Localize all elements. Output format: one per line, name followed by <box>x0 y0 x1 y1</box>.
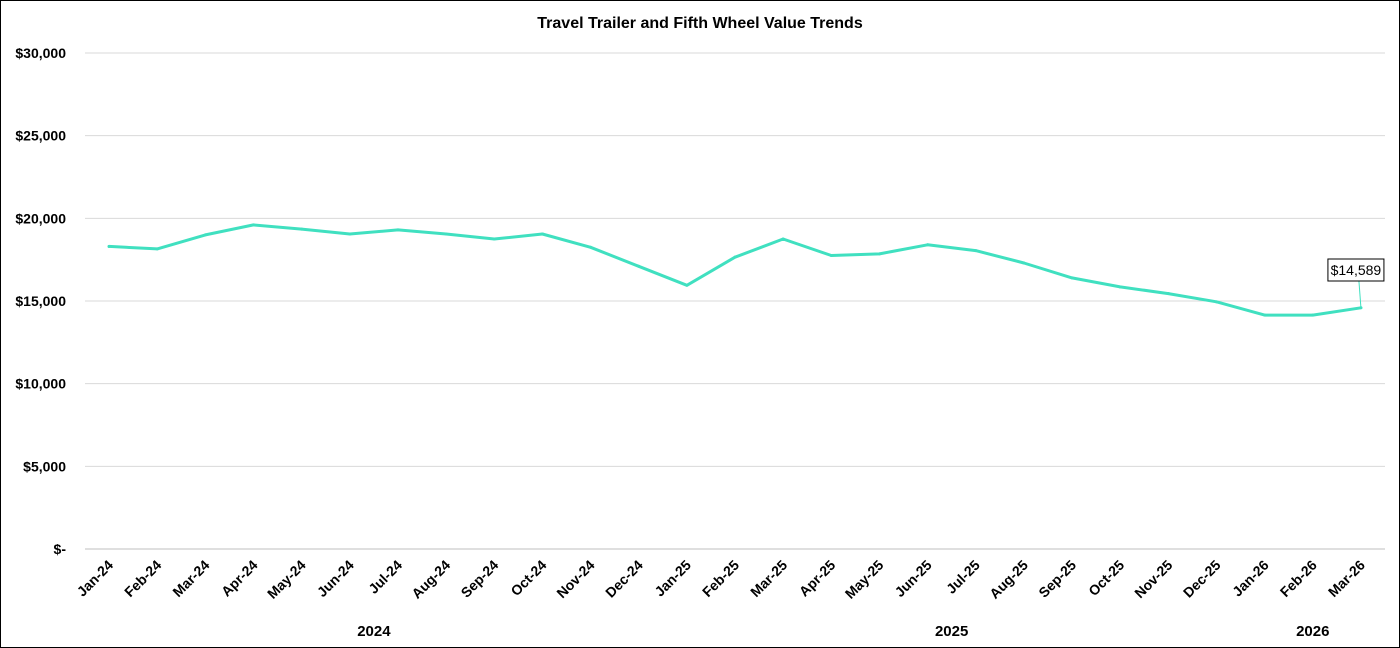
y-tick-label: $- <box>54 541 67 557</box>
x-tick-label: Dec-25 <box>1180 557 1224 601</box>
x-tick-label: May-24 <box>264 557 309 602</box>
x-tick-label: Jul-24 <box>365 557 405 597</box>
series-layer <box>107 223 1363 317</box>
x-tick-label: Jan-26 <box>1229 557 1272 600</box>
data-point <box>107 244 111 248</box>
x-tick-label: Feb-25 <box>699 557 742 600</box>
x-tick-label: Aug-25 <box>986 557 1031 602</box>
data-point <box>637 264 641 268</box>
data-point <box>252 223 256 227</box>
x-tick-label: Mar-26 <box>1325 557 1368 600</box>
data-point <box>829 254 833 258</box>
data-point <box>877 252 881 256</box>
data-point <box>300 227 304 231</box>
year-group-label: 2024 <box>357 623 391 640</box>
y-tick-label: $30,000 <box>15 45 66 61</box>
data-point <box>1166 292 1170 296</box>
x-tick-label: Dec-24 <box>602 557 646 601</box>
data-point <box>1214 300 1218 304</box>
data-point <box>203 233 207 237</box>
data-point <box>1263 313 1267 317</box>
callout-leader-line <box>1358 280 1362 308</box>
x-tick-label: Jun-24 <box>314 557 357 600</box>
data-point <box>733 255 737 259</box>
data-points <box>107 223 1363 317</box>
y-tick-label: $10,000 <box>15 376 66 392</box>
x-tick-label: May-25 <box>842 557 887 602</box>
callout-label: $14,589 <box>1331 262 1382 278</box>
data-point <box>1311 313 1315 317</box>
data-point <box>540 232 544 236</box>
y-tick-label: $25,000 <box>15 128 66 144</box>
last-value-callout: $14,589 <box>1327 258 1385 308</box>
data-point <box>589 245 593 249</box>
x-tick-label: Feb-26 <box>1277 557 1320 600</box>
y-tick-label: $20,000 <box>15 210 66 226</box>
x-axis-ticks: Jan-24 Feb-24 Mar-24 Apr-24 May-24 Jun-24 Jul-… <box>74 557 1369 602</box>
data-point <box>348 232 352 236</box>
data-point <box>1022 261 1026 265</box>
x-tick-label: Feb-24 <box>121 557 164 600</box>
x-tick-label: Jan-24 <box>74 557 117 600</box>
x-tick-label: Apr-25 <box>796 557 839 600</box>
x-tick-label: Oct-25 <box>1085 557 1127 599</box>
data-point <box>685 283 689 287</box>
data-point <box>974 249 978 253</box>
x-tick-label: Nov-24 <box>553 557 597 601</box>
gridlines <box>85 52 1385 550</box>
data-point <box>492 237 496 241</box>
series-line <box>107 223 1363 317</box>
y-axis-ticks: $- $5,000 $10,000 $15,000 $20,000 $25,000 $30,… <box>15 45 66 557</box>
x-tick-label: Sep-25 <box>1035 557 1079 601</box>
x-tick-label: Mar-25 <box>747 557 790 600</box>
year-group-labels: 2024 2025 2026 <box>357 623 1329 640</box>
data-point <box>396 228 400 232</box>
x-tick-label: Jun-25 <box>891 557 934 600</box>
callout-box <box>1327 258 1385 282</box>
x-tick-label: Apr-24 <box>218 557 261 600</box>
data-point <box>926 243 930 247</box>
data-point <box>155 247 159 251</box>
year-group-label: 2025 <box>935 623 968 640</box>
x-tick-label: Sep-24 <box>458 557 502 601</box>
year-group-label: 2026 <box>1296 623 1329 640</box>
x-tick-label: Jul-25 <box>943 557 983 597</box>
x-tick-label: Aug-24 <box>408 557 453 602</box>
data-point <box>444 232 448 236</box>
data-point <box>1118 285 1122 289</box>
y-tick-label: $15,000 <box>15 293 66 309</box>
y-tick-label: $5,000 <box>23 458 66 474</box>
x-tick-label: Mar-24 <box>169 557 212 600</box>
data-point <box>781 237 785 241</box>
x-tick-label: Jan-25 <box>651 557 694 600</box>
x-tick-label: Nov-25 <box>1131 557 1175 601</box>
data-point <box>1070 276 1074 280</box>
chart-title: Travel Trailer and Fifth Wheel Value Tre… <box>537 15 863 32</box>
x-tick-label: Oct-24 <box>507 557 549 599</box>
